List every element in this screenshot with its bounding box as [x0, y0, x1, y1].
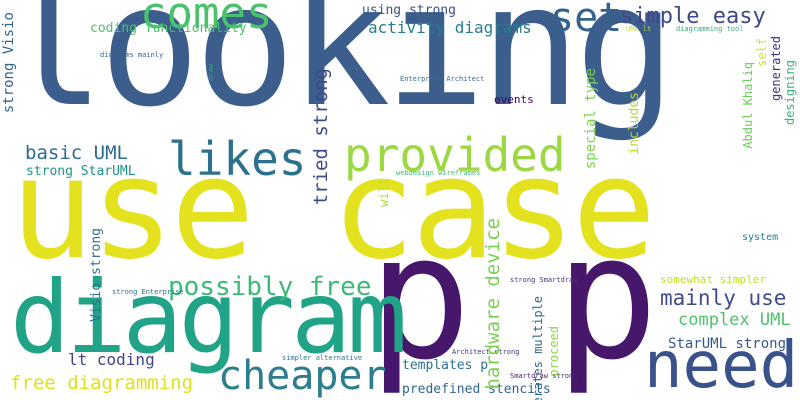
word-hardware-device: draw: [207, 64, 215, 81]
word-strong-smartdraw: includes: [627, 92, 642, 155]
word-designing: strong Smartdraw: [510, 276, 578, 284]
word-somewhat-simpler: somewhat simpler: [660, 273, 766, 286]
word-mainly-use: mainly use: [660, 286, 787, 310]
word-enterprise-architect: strong Visio: [1, 12, 17, 114]
word-use-case: use case: [10, 128, 656, 291]
word-events: events: [494, 93, 534, 106]
word-generates-multiple: simpler alternative: [282, 354, 363, 362]
word-set: set: [550, 0, 623, 41]
word-coding-functionality: coding functionality: [90, 21, 247, 36]
word-provided: provided: [344, 128, 566, 182]
word-need: need: [644, 329, 799, 400]
word-tried-strong: proceed: [547, 326, 561, 377]
word-draw: Smartdraw strong: [510, 372, 578, 380]
word-webdesign-wireframes: special type: [583, 68, 599, 170]
word-predefined-stencils: predefined stencils: [402, 382, 551, 397]
word-strong-visio: will: [377, 178, 391, 207]
word-strong-starUML: strong StarUML: [26, 164, 136, 179]
word-using-strong: using strong: [362, 3, 456, 18]
word-diagrams-mainly: hardware device: [482, 218, 504, 390]
word-activity-diagrams: activity diagrams: [368, 18, 532, 37]
word-templates-p: templates p: [402, 358, 489, 373]
word-special-type: Enterprise Architect: [400, 75, 485, 83]
word-abdul-khaliq: diagramming tool: [676, 25, 744, 33]
word-comes: comes: [140, 0, 273, 39]
word-starUML-strong: StarUML strong: [668, 336, 787, 352]
word-includes: UML lt: [626, 25, 652, 33]
word-diagram: diagram: [10, 259, 407, 376]
word-cheaper: cheaper: [218, 353, 387, 399]
word-proceed: Architect strong: [452, 348, 520, 356]
word-simpler-alternative: self: [755, 38, 769, 67]
word-architect-strong: generated: [769, 36, 783, 102]
word-strong-enterprise: Abdul Khaliq: [741, 62, 755, 149]
word-free-diagramming: free diagramming: [10, 372, 194, 394]
word-basic-uml: basic UML: [25, 142, 128, 164]
word-simple-easy: simple easy: [620, 4, 766, 29]
word-self: diagrams mainly: [100, 51, 164, 59]
word-uml-lt: Visio strong: [89, 228, 104, 322]
word-looking: looking: [4, 0, 676, 144]
word-pp: p p: [368, 197, 659, 398]
word-smartdraw-strong: designing: [783, 60, 797, 126]
word-system: system: [742, 232, 779, 243]
word-visio-strong: generates multiple: [531, 296, 545, 400]
word-complex-uml: complex UML: [678, 310, 791, 330]
word-generated: webdesign wireframes: [396, 169, 481, 177]
word-lt-coding: lt coding: [68, 350, 155, 369]
word-will: strong Enterprise: [112, 288, 184, 296]
word-diagramming-tool: tried strong: [310, 68, 332, 206]
word-likes: likes: [168, 132, 307, 186]
word-possibly-free: possibly free: [168, 272, 372, 302]
